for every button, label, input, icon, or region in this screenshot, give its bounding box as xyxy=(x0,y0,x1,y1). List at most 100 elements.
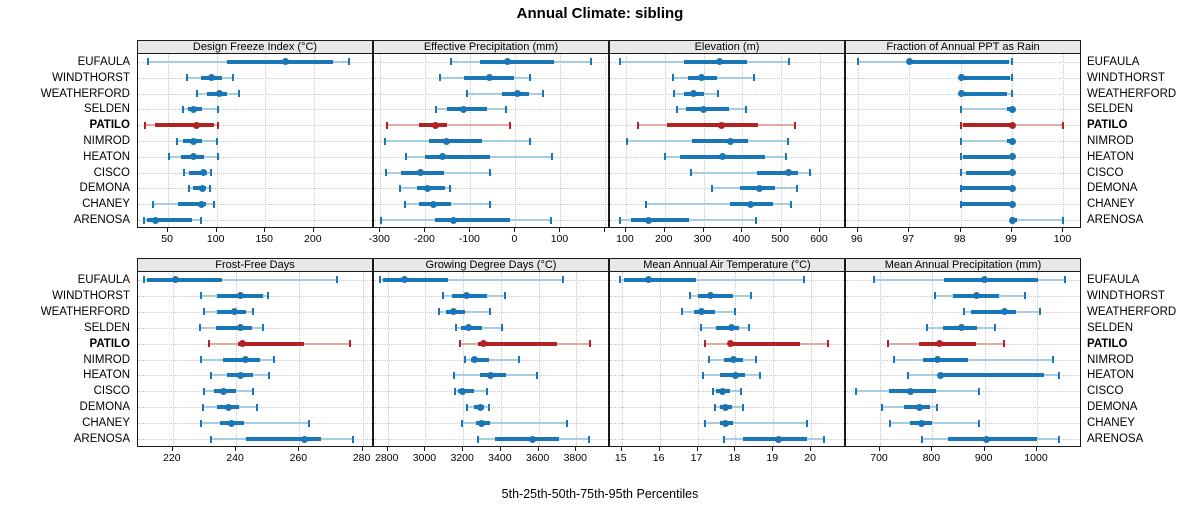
whisker-cap-high xyxy=(489,200,492,208)
site-label-right-chaney: CHANEY xyxy=(1087,417,1135,430)
gridline-vertical xyxy=(425,272,427,446)
whisker-cap-high xyxy=(273,356,276,363)
whisker-cap-low xyxy=(461,419,464,427)
median-dot xyxy=(934,356,942,363)
panel-plot-elevation-m xyxy=(609,54,845,228)
whisker-cap-low xyxy=(203,387,206,395)
median-dot xyxy=(957,324,965,332)
whisker-cap-low xyxy=(196,90,199,98)
whisker-cap-low xyxy=(185,74,188,82)
x-axis-tick-label: 19 xyxy=(766,452,779,464)
iqr-bar xyxy=(383,277,449,282)
x-axis-tick xyxy=(658,447,660,451)
site-label-left-arenosa: ARENOSA xyxy=(73,433,130,446)
whisker-cap-low xyxy=(209,371,212,379)
whisker-cap-high xyxy=(753,74,755,82)
x-axis-tick xyxy=(559,228,561,232)
whisker-cap-high xyxy=(1064,276,1067,284)
iqr-bar xyxy=(458,389,475,394)
whisker-range xyxy=(144,278,338,281)
median-dot xyxy=(698,74,706,82)
gridline-vertical xyxy=(172,272,174,446)
x-axis-tick-label: 2800 xyxy=(375,452,399,464)
whisker-cap-high xyxy=(500,324,503,332)
median-dot xyxy=(476,403,484,411)
whisker-cap-low xyxy=(710,184,713,192)
site-label-left-demona: DEMONA xyxy=(79,401,130,414)
whisker-cap-high xyxy=(529,74,532,82)
whisker-cap-high xyxy=(352,435,355,443)
site-label-right-weatherford: WEATHERFORD xyxy=(1087,305,1177,318)
median-dot xyxy=(973,292,981,300)
x-axis-tick xyxy=(424,228,426,232)
whisker-cap-high xyxy=(1011,58,1014,66)
median-dot xyxy=(189,153,197,161)
x-axis-tick-label: 200 xyxy=(304,233,322,245)
iqr-bar xyxy=(623,277,696,282)
x-axis-tick xyxy=(469,228,471,232)
x-axis-tick-label: 16 xyxy=(652,452,665,464)
whisker-cap-low xyxy=(181,105,184,113)
x-axis-tick-label: 3600 xyxy=(525,452,550,464)
whisker-cap-low xyxy=(690,169,693,177)
whisker-cap-low xyxy=(711,387,714,395)
iqr-bar xyxy=(666,123,758,128)
x-axis-tick xyxy=(1011,228,1013,232)
figure-title: Annual Climate: sibling xyxy=(516,5,684,22)
median-dot xyxy=(707,292,715,300)
whisker-cap-low xyxy=(465,403,468,411)
x-axis-tick xyxy=(235,447,237,451)
median-dot xyxy=(465,324,473,332)
gridline-vertical xyxy=(387,272,389,446)
median-dot xyxy=(282,58,290,66)
whisker-cap-high xyxy=(734,308,737,316)
x-axis-tick xyxy=(931,447,933,451)
iqr-bar xyxy=(477,341,557,346)
whisker-cap-high xyxy=(994,324,997,332)
whisker-cap-high xyxy=(209,169,212,177)
site-label-right-heaton: HEATON xyxy=(1087,369,1134,382)
whisker-cap-low xyxy=(880,403,883,411)
whisker-cap-high xyxy=(827,340,830,348)
whisker-cap-high xyxy=(740,387,743,395)
x-axis-tick-label: 3800 xyxy=(563,452,587,464)
median-dot xyxy=(697,308,705,316)
x-axis-tick-label: 1000 xyxy=(1024,452,1048,464)
iqr-bar xyxy=(691,139,748,143)
x-axis-tick-label: 150 xyxy=(255,233,273,245)
whisker-cap-low xyxy=(959,105,962,113)
whisker-cap-high xyxy=(1038,308,1041,316)
median-dot xyxy=(731,371,739,379)
whisker-cap-low xyxy=(201,403,204,411)
x-axis-tick-label: -100 xyxy=(458,233,480,245)
median-dot xyxy=(718,121,726,129)
whisker-cap-high xyxy=(787,58,790,66)
iqr-bar xyxy=(971,309,1017,314)
whisker-cap-high xyxy=(802,276,805,284)
whisker-cap-low xyxy=(934,292,937,300)
whisker-cap-high xyxy=(562,276,565,284)
iqr-bar xyxy=(963,123,1013,128)
gridline-horizontal xyxy=(138,188,372,190)
site-label-right-nimrod: NIMROD xyxy=(1087,353,1134,366)
site-label-left-eufaula: EUFAULA xyxy=(77,55,130,68)
x-axis-tick xyxy=(379,228,381,232)
gridline-vertical xyxy=(168,54,170,227)
gridline-vertical xyxy=(380,54,382,227)
x-axis-tick xyxy=(624,228,626,232)
whisker-cap-low xyxy=(959,153,962,161)
median-dot xyxy=(230,308,238,316)
site-label-left-patilo: PATILO xyxy=(89,119,130,132)
whisker-range xyxy=(462,422,567,425)
median-dot xyxy=(918,419,926,427)
median-dot xyxy=(726,340,734,348)
whisker-cap-high xyxy=(252,387,255,395)
whisker-cap-high xyxy=(266,292,269,300)
median-dot xyxy=(192,121,200,129)
median-dot xyxy=(958,90,966,98)
whisker-cap-low xyxy=(854,387,857,395)
median-dot xyxy=(1008,200,1016,208)
x-axis-tick xyxy=(810,447,812,451)
whisker-cap-high xyxy=(212,200,215,208)
whisker-cap-high xyxy=(1062,216,1065,224)
